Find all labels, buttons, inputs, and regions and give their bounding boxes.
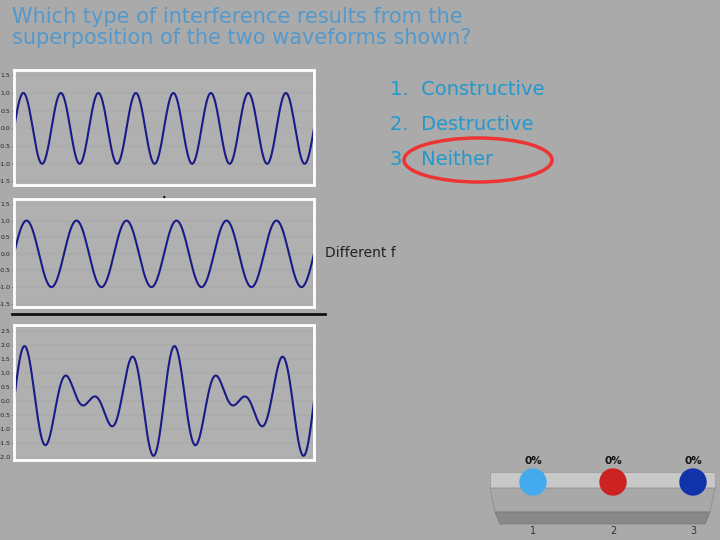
Text: Which type of interference results from the: Which type of interference results from … bbox=[12, 7, 463, 27]
Text: 3: 3 bbox=[690, 526, 696, 536]
Text: 0%: 0% bbox=[684, 456, 702, 466]
Polygon shape bbox=[490, 472, 715, 488]
Text: +: + bbox=[155, 193, 174, 213]
Text: 2: 2 bbox=[610, 526, 616, 536]
Polygon shape bbox=[490, 488, 715, 512]
Circle shape bbox=[520, 469, 546, 495]
Text: 1.  Constructive: 1. Constructive bbox=[390, 80, 544, 99]
Circle shape bbox=[680, 469, 706, 495]
Circle shape bbox=[600, 469, 626, 495]
Text: 0%: 0% bbox=[604, 456, 622, 466]
Text: 0%: 0% bbox=[524, 456, 542, 466]
Polygon shape bbox=[495, 512, 710, 524]
Text: 3.  Neither: 3. Neither bbox=[390, 150, 493, 169]
Text: 1: 1 bbox=[530, 526, 536, 536]
Text: 2.  Destructive: 2. Destructive bbox=[390, 115, 534, 134]
Text: superposition of the two waveforms shown?: superposition of the two waveforms shown… bbox=[12, 28, 472, 48]
Text: Different f: Different f bbox=[325, 246, 396, 260]
